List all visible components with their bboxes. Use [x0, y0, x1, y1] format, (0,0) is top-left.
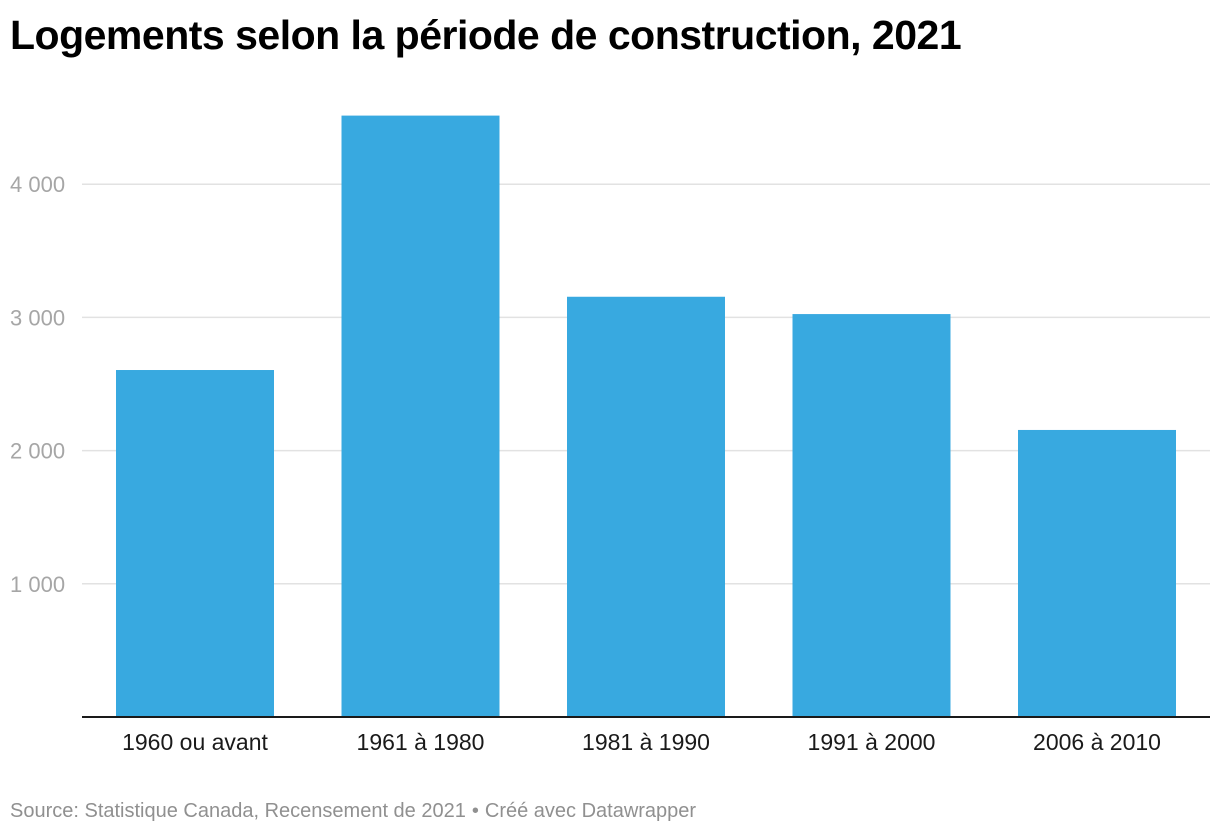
- credit-link[interactable]: Créé avec Datawrapper: [484, 800, 697, 822]
- x-tick-label: 1981 à 1990: [582, 729, 710, 755]
- x-tick-label: 1960 ou avant: [122, 729, 268, 755]
- footer-separator: •: [471, 800, 479, 822]
- bar[interactable]: [341, 115, 500, 718]
- y-tick-label: 4 000: [10, 172, 65, 197]
- x-tick-label: 1961 à 1980: [357, 729, 485, 755]
- x-tick-label: 1991 à 2000: [808, 729, 936, 755]
- bar[interactable]: [792, 314, 951, 717]
- y-tick-label: 1 000: [10, 572, 65, 597]
- bar[interactable]: [116, 370, 274, 717]
- bar[interactable]: [567, 296, 725, 717]
- chart-title: Logements selon la période de constructi…: [10, 12, 962, 58]
- x-tick-label: 2006 à 2010: [1033, 729, 1161, 755]
- y-tick-label: 2 000: [10, 439, 65, 464]
- bar[interactable]: [1018, 429, 1176, 717]
- y-axis-ticks: 1 000 2 000 3 000 4 000: [10, 172, 65, 597]
- x-axis-ticks: 1960 ou avant 1961 à 1980 1981 à 1990 1991 …: [122, 729, 1161, 755]
- chart-footer: Source: Statistique Canada, Recensement …: [10, 800, 696, 823]
- source-note: Source: Statistique Canada, Recensement …: [10, 800, 466, 822]
- bars: [116, 115, 1176, 718]
- y-tick-label: 3 000: [10, 305, 65, 330]
